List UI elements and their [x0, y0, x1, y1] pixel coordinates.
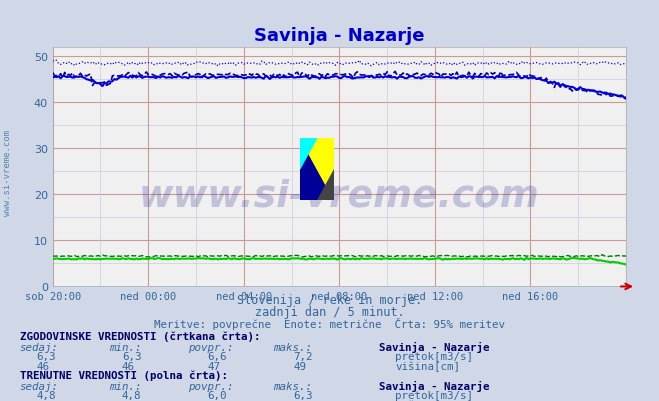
- Text: višina[cm]: višina[cm]: [395, 400, 461, 401]
- Text: sedaj:: sedaj:: [20, 381, 59, 391]
- Text: 6,6: 6,6: [208, 351, 227, 361]
- Text: višina[cm]: višina[cm]: [395, 360, 461, 371]
- Text: 6,3: 6,3: [293, 390, 313, 400]
- Title: Savinja - Nazarje: Savinja - Nazarje: [254, 27, 424, 45]
- Polygon shape: [300, 138, 334, 200]
- Text: Meritve: povprečne  Enote: metrične  Črta: 95% meritev: Meritve: povprečne Enote: metrične Črta:…: [154, 317, 505, 329]
- Text: pretok[m3/s]: pretok[m3/s]: [395, 351, 473, 361]
- Text: zadnji dan / 5 minut.: zadnji dan / 5 minut.: [254, 305, 405, 318]
- Text: maks.:: maks.:: [273, 342, 312, 352]
- Polygon shape: [300, 138, 317, 169]
- Text: 6,0: 6,0: [208, 390, 227, 400]
- Text: 4,8: 4,8: [122, 390, 142, 400]
- Text: povpr.:: povpr.:: [188, 381, 233, 391]
- Text: www.si-vreme.com: www.si-vreme.com: [139, 178, 540, 214]
- Text: 47: 47: [208, 361, 221, 371]
- Text: povpr.:: povpr.:: [188, 342, 233, 352]
- Text: 7,2: 7,2: [293, 351, 313, 361]
- Text: Savinja - Nazarje: Savinja - Nazarje: [379, 341, 490, 352]
- Text: www.si-vreme.com: www.si-vreme.com: [3, 130, 13, 215]
- Text: ZGODOVINSKE VREDNOSTI (črtkana črta):: ZGODOVINSKE VREDNOSTI (črtkana črta):: [20, 330, 260, 341]
- Text: pretok[m3/s]: pretok[m3/s]: [395, 390, 473, 400]
- Text: min.:: min.:: [109, 342, 141, 352]
- Text: Slovenija / reke in morje.: Slovenija / reke in morje.: [237, 293, 422, 306]
- Text: 4,8: 4,8: [36, 390, 56, 400]
- Text: 46: 46: [122, 361, 135, 371]
- Text: 41: 41: [122, 400, 135, 401]
- Polygon shape: [300, 138, 334, 200]
- Polygon shape: [317, 169, 334, 200]
- Text: 41: 41: [36, 400, 49, 401]
- Text: 6,3: 6,3: [122, 351, 142, 361]
- Text: min.:: min.:: [109, 381, 141, 391]
- Text: Savinja - Nazarje: Savinja - Nazarje: [379, 380, 490, 391]
- Text: sedaj:: sedaj:: [20, 342, 59, 352]
- Text: 46: 46: [36, 361, 49, 371]
- Text: 6,3: 6,3: [36, 351, 56, 361]
- Text: TRENUTNE VREDNOSTI (polna črta):: TRENUTNE VREDNOSTI (polna črta):: [20, 370, 228, 381]
- Text: maks.:: maks.:: [273, 381, 312, 391]
- Text: 45: 45: [208, 400, 221, 401]
- Text: 46: 46: [293, 400, 306, 401]
- Text: 49: 49: [293, 361, 306, 371]
